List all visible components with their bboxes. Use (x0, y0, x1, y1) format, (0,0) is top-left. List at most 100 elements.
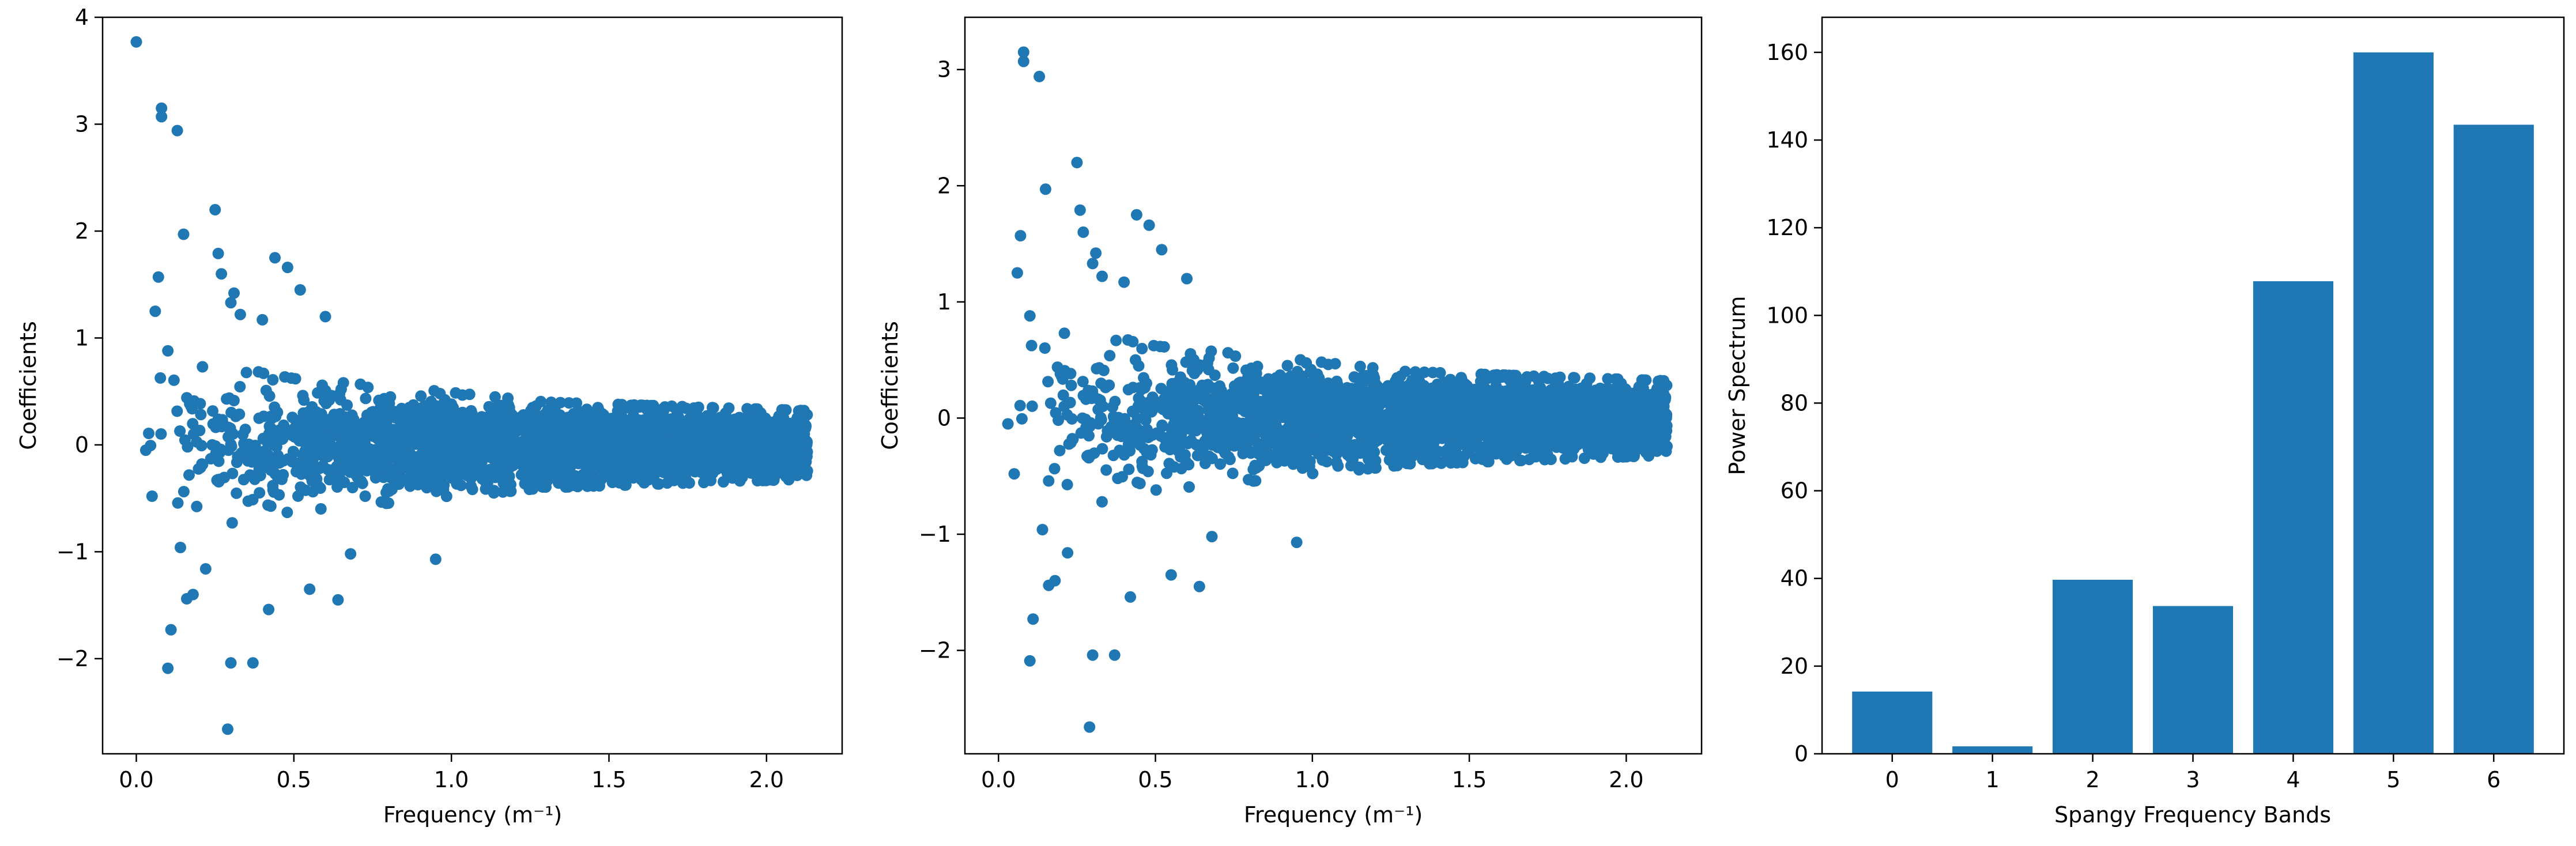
left-cloud-point (452, 421, 465, 433)
left-cloud-point (529, 414, 541, 426)
left-cloud-point (678, 444, 691, 456)
left-cloud-point (599, 441, 611, 454)
left-cloud-point (486, 470, 499, 482)
left-scatter-point (149, 305, 161, 318)
left-cloud-point (429, 429, 442, 441)
left-cloud-point (387, 445, 399, 458)
left-cloud-point (523, 443, 535, 455)
left-cloud-point (595, 451, 608, 463)
left-cloud-point (381, 435, 393, 447)
left-cloud-point (189, 396, 201, 408)
left-scatter-point (171, 124, 183, 137)
left-cloud-point (237, 429, 249, 441)
left-scatter-point (178, 228, 190, 240)
left-cloud-point (362, 382, 374, 394)
left-cloud-point (348, 427, 360, 439)
left-cloud-point (205, 453, 217, 464)
left-scatter-point (175, 542, 186, 553)
left-cloud-point (616, 399, 628, 411)
left-cloud-point (699, 455, 711, 467)
left-scatter-point (247, 657, 259, 669)
left-cloud-point (463, 388, 476, 401)
left-cloud-point (296, 465, 308, 477)
left-cloud-point (331, 445, 343, 458)
left-cloud-point (629, 402, 641, 414)
left-cloud-point (540, 481, 552, 493)
left-cloud-point (798, 428, 810, 440)
left-cloud-point (225, 428, 237, 440)
left-cloud-point (569, 470, 581, 482)
left-cloud-point (481, 425, 493, 437)
left-cloud-point (420, 451, 432, 463)
left-cloud-point (143, 428, 154, 439)
left-cloud-point (171, 405, 183, 417)
left-cloud-point (258, 410, 270, 422)
left-cloud-point (154, 372, 167, 384)
left-scatter-point (216, 268, 228, 280)
left-cloud-point (225, 440, 237, 452)
left-cloud-point (526, 454, 538, 466)
left-cloud-point (318, 433, 330, 445)
left-cloud-point (609, 438, 620, 450)
left-cloud-point (746, 455, 759, 467)
left-cloud-point (680, 402, 692, 414)
left-cloud-point (218, 471, 231, 484)
left-cloud-point (646, 437, 657, 449)
left-cloud-point (775, 458, 787, 470)
left-cloud-point (168, 374, 180, 386)
left-x-tick-label: 2.0 (749, 767, 784, 792)
left-cloud-point (307, 405, 319, 417)
left-x-tick-label: 0.0 (119, 767, 153, 792)
left-cloud-point (663, 421, 675, 433)
left-cloud-point (433, 475, 446, 488)
left-cloud-point (735, 417, 747, 429)
left-cloud-point (504, 485, 516, 497)
left-cloud-point (451, 478, 463, 490)
left-cloud-point (278, 422, 291, 434)
left-cloud-point (527, 483, 539, 495)
left-cloud-point (439, 432, 451, 444)
left-cloud-point (343, 445, 355, 457)
left-cloud-point (488, 487, 500, 499)
left-cloud-point (195, 440, 208, 452)
middle-cloud-point (1354, 360, 1366, 372)
left-cloud-point (350, 469, 362, 481)
left-scatter-point (162, 345, 174, 357)
left-cloud-point (752, 475, 764, 487)
middle-cloud-point (1095, 377, 1107, 390)
left-cloud-point (316, 379, 328, 391)
left-cloud-point (476, 463, 488, 475)
left-cloud-point (537, 437, 549, 450)
middle-cloud-point (1133, 360, 1145, 372)
left-scatter-point (152, 271, 164, 283)
left-cloud-point (287, 445, 299, 458)
left-cloud-point (554, 417, 566, 429)
middle-cloud-point (1167, 364, 1178, 376)
left-cloud-point (231, 456, 243, 469)
left-cloud-point (716, 449, 729, 461)
left-scatter-point (222, 723, 233, 735)
left-cloud-point (273, 489, 285, 501)
left-cloud-point (427, 414, 439, 426)
middle-cloud-point (1042, 376, 1054, 388)
left-cloud-point (718, 413, 730, 425)
left-y-tick-label: 4 (75, 5, 89, 30)
middle-cloud-point (1048, 463, 1061, 475)
middle-cloud-point (1227, 467, 1239, 479)
left-x-ticks: 0.0 0.5 1.0 1.5 2.0 (119, 754, 784, 792)
left-cloud-point (191, 500, 203, 512)
left-cloud-point (682, 462, 694, 474)
left-cloud-point (605, 458, 617, 470)
left-scatter-point (332, 594, 344, 606)
middle-scatter-points (1002, 46, 1673, 733)
left-cloud-point (489, 391, 501, 403)
left-cloud-point (360, 392, 372, 405)
left-cloud-point (450, 456, 462, 468)
left-scatter-point (212, 247, 224, 259)
left-cloud-point (749, 403, 761, 415)
left-cloud-point (359, 490, 371, 502)
left-cloud-point (521, 467, 533, 479)
left-cloud-point (478, 434, 491, 446)
